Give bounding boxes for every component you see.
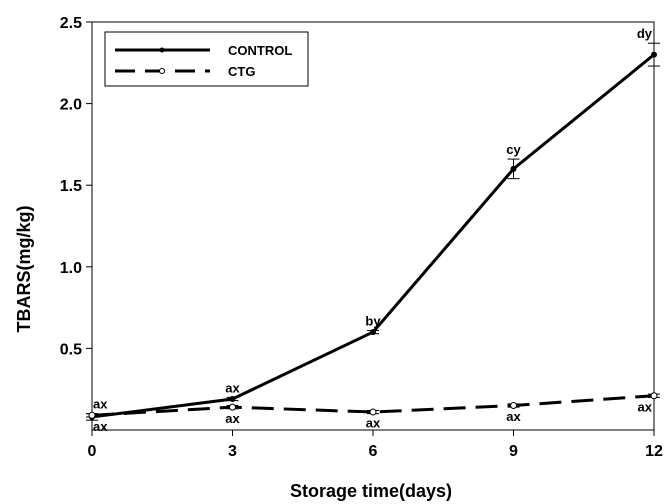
- point-ctg: [229, 403, 236, 411]
- point-control: [229, 395, 236, 402]
- y-tick-label: 2.5: [60, 15, 82, 32]
- legend-box: [104, 31, 309, 87]
- legend-ctg-marker: [159, 68, 165, 74]
- x-tick-label: 9: [509, 443, 518, 460]
- x-axis-title: Storage time(days): [290, 481, 452, 501]
- x-tick-label: 6: [369, 443, 378, 460]
- label-ctg: ax: [225, 411, 240, 426]
- series-line-ctg: [91, 394, 655, 417]
- legend-ctg-label: CTG: [228, 64, 255, 79]
- series-lines: [86, 42, 660, 421]
- point-control: [651, 51, 657, 58]
- label-ctg: ax: [506, 409, 521, 424]
- significance-labels: ax ax ax ax by ax cy ax dy ax: [93, 26, 653, 434]
- legend-control-marker: [159, 47, 165, 53]
- point-control: [510, 165, 517, 172]
- y-axis-title: TBARS(mg/kg): [14, 206, 34, 333]
- x-tick-label: 0: [88, 443, 97, 460]
- label-control: ax: [93, 397, 108, 412]
- y-tick-label: 1.0: [60, 260, 82, 277]
- y-tick-label: 2.0: [60, 97, 82, 114]
- x-tick-label: 12: [645, 443, 663, 460]
- y-tick-label: 1.5: [60, 178, 82, 195]
- point-ctg: [510, 402, 517, 410]
- axes: [86, 21, 655, 436]
- point-ctg: [650, 392, 658, 400]
- x-tick-label: 3: [228, 443, 237, 460]
- label-ctg: ax: [638, 399, 653, 414]
- series-line-control: [91, 53, 655, 419]
- point-ctg: [369, 408, 377, 416]
- label-ctg: ax: [366, 416, 381, 431]
- tick-labels: 0 3 6 9 12 0.5 1.0 1.5 2.0 2.5: [60, 15, 663, 460]
- point-ctg: [88, 411, 96, 419]
- point-control: [370, 329, 376, 336]
- label-control: by: [365, 313, 381, 328]
- y-tick-label: 0.5: [60, 341, 82, 358]
- legend-control-label: CONTROL: [228, 43, 292, 58]
- label-control: dy: [637, 26, 653, 41]
- label-ctg: ax: [93, 419, 108, 434]
- legend: CONTROL CTG: [104, 31, 309, 87]
- label-control: ax: [225, 380, 240, 395]
- label-control: cy: [506, 142, 521, 157]
